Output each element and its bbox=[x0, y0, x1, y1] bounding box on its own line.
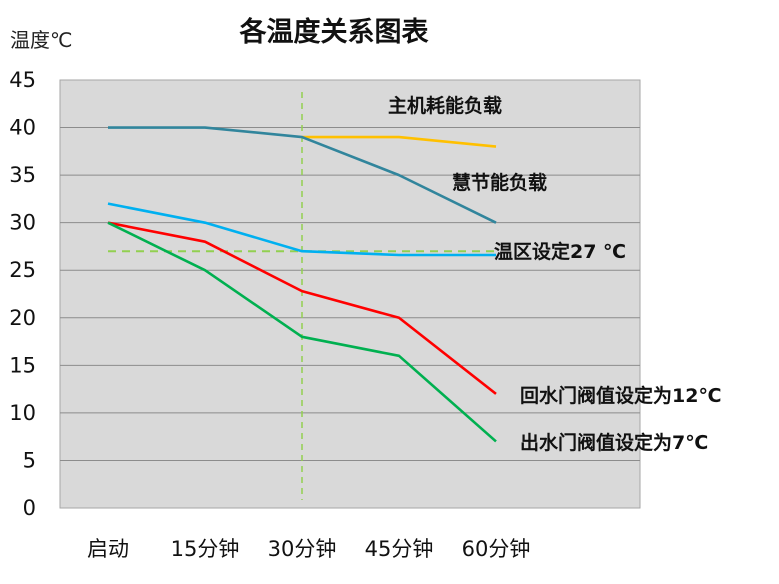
y-tick-label: 15 bbox=[9, 353, 36, 377]
chart-title: 各温度关系图表 bbox=[239, 16, 429, 48]
label-zone-setpoint: 温区设定27 ℃ bbox=[494, 240, 626, 263]
x-tick-label: 60分钟 bbox=[462, 537, 531, 561]
reference-lines bbox=[108, 92, 496, 500]
x-tick-label: 15分钟 bbox=[171, 537, 240, 561]
label-return-valve: 回水门阀值设定为12℃ bbox=[520, 384, 721, 407]
x-tick-labels: 启动 15分钟 30分钟 45分钟 60分钟 bbox=[87, 537, 530, 561]
y-tick-label: 25 bbox=[9, 258, 36, 282]
series-line-1 bbox=[302, 135, 497, 148]
y-tick-label: 30 bbox=[9, 211, 36, 235]
series-line-5 bbox=[107, 221, 497, 443]
label-smart-load: 慧节能负载 bbox=[452, 171, 547, 194]
y-tick-label: 10 bbox=[9, 401, 36, 425]
series-lines bbox=[107, 126, 497, 443]
y-tick-label: 5 bbox=[23, 448, 36, 472]
x-tick-label: 30分钟 bbox=[268, 537, 337, 561]
plot-area bbox=[59, 79, 641, 509]
y-tick-label: 20 bbox=[9, 306, 36, 330]
gridlines bbox=[60, 127, 640, 461]
y-tick-label: 0 bbox=[23, 496, 36, 520]
x-tick-label: 45分钟 bbox=[365, 537, 434, 561]
series-line-3 bbox=[107, 202, 496, 257]
y-tick-label: 35 bbox=[9, 163, 36, 187]
label-main-load: 主机耗能负载 bbox=[388, 94, 502, 117]
x-tick-label: 启动 bbox=[87, 537, 129, 561]
label-supply-valve: 出水门阀值设定为7℃ bbox=[520, 431, 708, 454]
y-tick-labels: 0 5 10 15 20 25 30 35 40 45 bbox=[9, 68, 36, 520]
y-axis-label: 温度℃ bbox=[10, 28, 72, 52]
series-line-2 bbox=[108, 126, 497, 224]
y-tick-label: 45 bbox=[9, 68, 36, 92]
y-tick-label: 40 bbox=[9, 116, 36, 140]
series-line-4 bbox=[107, 221, 497, 395]
